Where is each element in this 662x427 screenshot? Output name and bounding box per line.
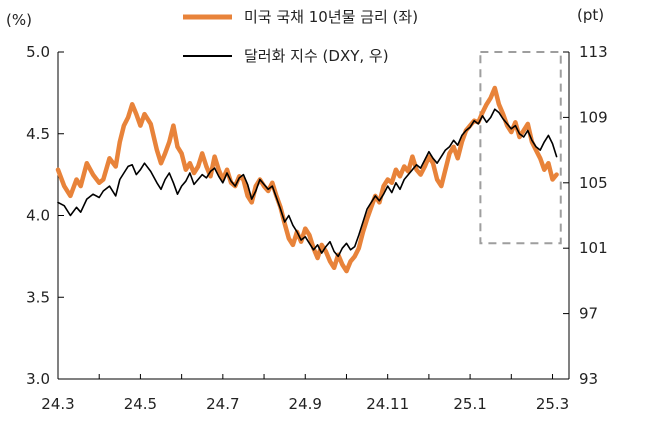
left-tick-label: 4.0	[26, 207, 50, 225]
series-line-treasury	[55, 85, 559, 274]
left-tick-group: 3.0 3.5 4.0 4.5 5.0	[26, 43, 64, 388]
highlight-box-group	[479, 51, 562, 245]
right-tick-group: 93 97 101 105 109 113	[563, 43, 608, 388]
left-tick-label: 4.5	[26, 125, 50, 143]
series-lines	[55, 85, 559, 274]
right-axis-unit: (pt)	[577, 6, 604, 24]
x-tick-label: 24.11	[366, 395, 409, 413]
x-tick-label: 24.9	[289, 395, 322, 413]
left-tick-label: 3.0	[26, 370, 50, 388]
highlight-box	[479, 51, 562, 245]
right-tick-label: 109	[579, 108, 608, 126]
right-tick-label: 97	[579, 305, 598, 323]
left-tick-label: 3.5	[26, 288, 50, 306]
x-tick-label: 25.3	[536, 395, 569, 413]
right-tick-label: 105	[579, 174, 608, 192]
x-tick-label: 25.1	[453, 395, 486, 413]
x-tick-label: 24.7	[206, 395, 239, 413]
x-tick-label: 24.5	[124, 395, 157, 413]
left-axis-unit: (%)	[6, 11, 32, 29]
x-tick-group: 24.3 24.5 24.7 24.9 24.11 25.1 25.3	[41, 374, 569, 413]
left-tick-label: 5.0	[26, 43, 50, 61]
legend-label-treasury: 미국 국채 10년물 금리 (좌)	[244, 8, 418, 26]
legend: 미국 국채 10년물 금리 (좌) 달러화 지수 (DXY, 우)	[183, 8, 418, 65]
right-tick-label: 101	[579, 239, 608, 257]
right-tick-label: 113	[579, 43, 608, 61]
x-tick-label: 24.3	[41, 395, 74, 413]
series-line-dxy	[57, 108, 558, 258]
right-tick-label: 93	[579, 370, 598, 388]
legend-label-dxy: 달러화 지수 (DXY, 우)	[244, 47, 389, 65]
